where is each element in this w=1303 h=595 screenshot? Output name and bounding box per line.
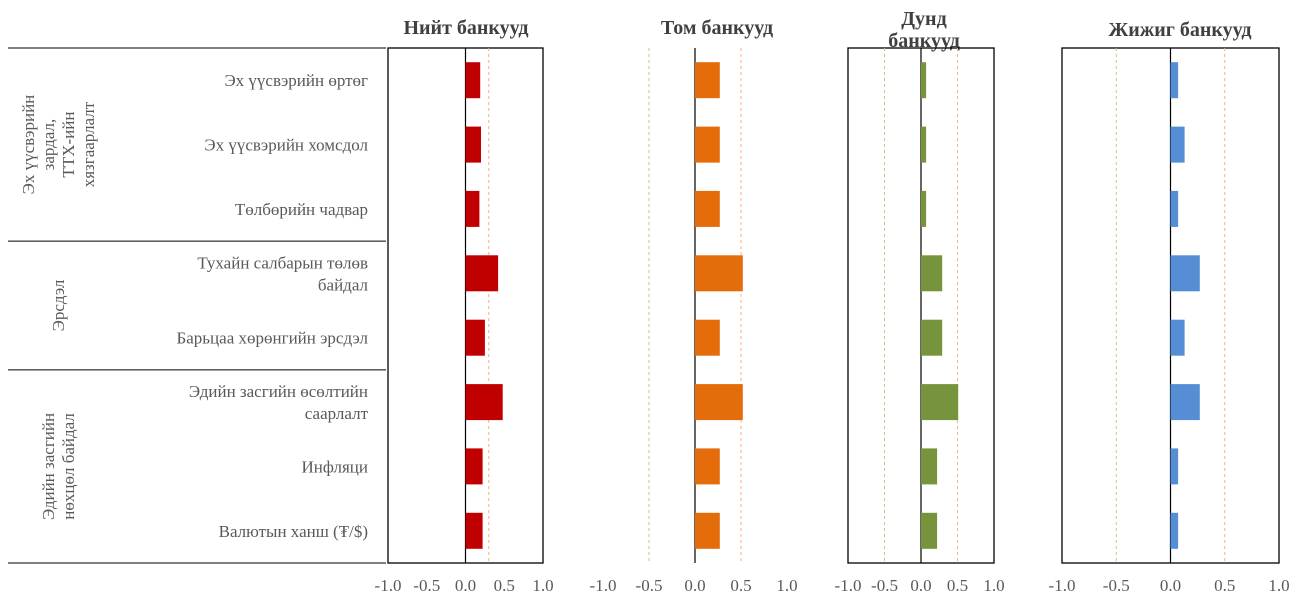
bar: [921, 384, 959, 421]
x-tick-label: 0.0: [910, 576, 931, 595]
row-group-label: Эрсдэл: [49, 279, 68, 331]
category-label: Эх үүсвэрийн хомсдол: [204, 136, 368, 155]
row-group-label-line: нөхцөл байдал: [59, 413, 78, 520]
bar: [1170, 62, 1179, 99]
bar: [465, 126, 481, 163]
x-tick-label: 0.5: [730, 576, 751, 595]
x-tick-label: 0.5: [1214, 576, 1235, 595]
x-tick-label: 0.5: [947, 576, 968, 595]
bar: [1170, 255, 1200, 292]
bar: [695, 255, 743, 292]
x-tick-label: 0.0: [455, 576, 476, 595]
category-label: байдал: [318, 275, 369, 294]
row-group-label-line: хязгаарлалт: [79, 101, 98, 187]
x-tick-label: -0.5: [871, 576, 898, 595]
row-group-label-line: Эдийн засгийн: [39, 413, 58, 520]
bar: [465, 190, 480, 227]
row-group-label-line: ТТХ-ийн: [59, 112, 78, 178]
bar: [1170, 384, 1200, 421]
bar: [1170, 190, 1179, 227]
bar: [695, 190, 720, 227]
bar: [465, 62, 481, 99]
bar: [695, 126, 720, 163]
x-tick-label: -0.5: [1103, 576, 1130, 595]
x-tick-label: 0.0: [684, 576, 705, 595]
bar: [921, 512, 938, 549]
x-tick-label: -1.0: [590, 576, 617, 595]
x-tick-label: 1.0: [983, 576, 1004, 595]
x-tick-label: 1.0: [1268, 576, 1289, 595]
category-label: Эх үүсвэрийн өртөг: [224, 71, 368, 90]
bar: [1170, 448, 1179, 485]
bar: [921, 319, 943, 356]
bar: [695, 384, 743, 421]
bar: [1170, 319, 1185, 356]
panel-title: Нийт банкууд: [403, 17, 528, 39]
bar: [465, 384, 503, 421]
panel-title: банкууд: [888, 30, 960, 52]
row-group-label-line: зардал,: [39, 119, 58, 171]
bar: [695, 319, 720, 356]
bar: [695, 448, 720, 485]
row-group-label: Эдийн засгийннөхцөл байдал: [39, 413, 78, 520]
bar: [921, 62, 927, 99]
bar: [921, 448, 938, 485]
category-label: Валютын ханш (₮/$): [219, 522, 368, 541]
x-tick-label: 0.0: [1160, 576, 1181, 595]
x-tick-label: -1.0: [835, 576, 862, 595]
x-tick-label: 0.5: [494, 576, 515, 595]
panel-title: Том банкууд: [661, 17, 773, 39]
x-tick-label: -1.0: [375, 576, 402, 595]
bar: [695, 512, 720, 549]
x-tick-label: 1.0: [532, 576, 553, 595]
x-tick-label: -0.5: [413, 576, 440, 595]
bar: [921, 190, 927, 227]
category-label: Инфляци: [302, 457, 368, 476]
row-group-label: Эх үүсвэрийнзардал,ТТХ-ийнхязгаарлалт: [19, 95, 98, 195]
row-group-label-line: Эх үүсвэрийн: [19, 95, 38, 195]
x-tick-label: -0.5: [636, 576, 663, 595]
category-label: Төлбөрийн чадвар: [235, 200, 368, 219]
category-label: Эдийн засгийн өсөлтийн: [189, 382, 368, 401]
panel-title: Дунд: [901, 8, 946, 30]
x-tick-label: 1.0: [776, 576, 797, 595]
bar: [465, 448, 483, 485]
bar: [465, 319, 485, 356]
category-label: Тухайн салбарын төлөв: [197, 253, 368, 272]
panel-title: Жижиг банкууд: [1108, 19, 1251, 41]
bar: [921, 255, 943, 292]
bar: [695, 62, 720, 99]
category-label: саарлалт: [305, 404, 369, 423]
category-label: Барьцаа хөрөнгийн эрсдэл: [177, 329, 369, 348]
bar: [1170, 126, 1185, 163]
x-tick-label: -1.0: [1049, 576, 1076, 595]
bar: [465, 255, 499, 292]
bar: [921, 126, 927, 163]
bar: [1170, 512, 1179, 549]
row-group-label-line: Эрсдэл: [49, 279, 68, 331]
bar: [465, 512, 483, 549]
